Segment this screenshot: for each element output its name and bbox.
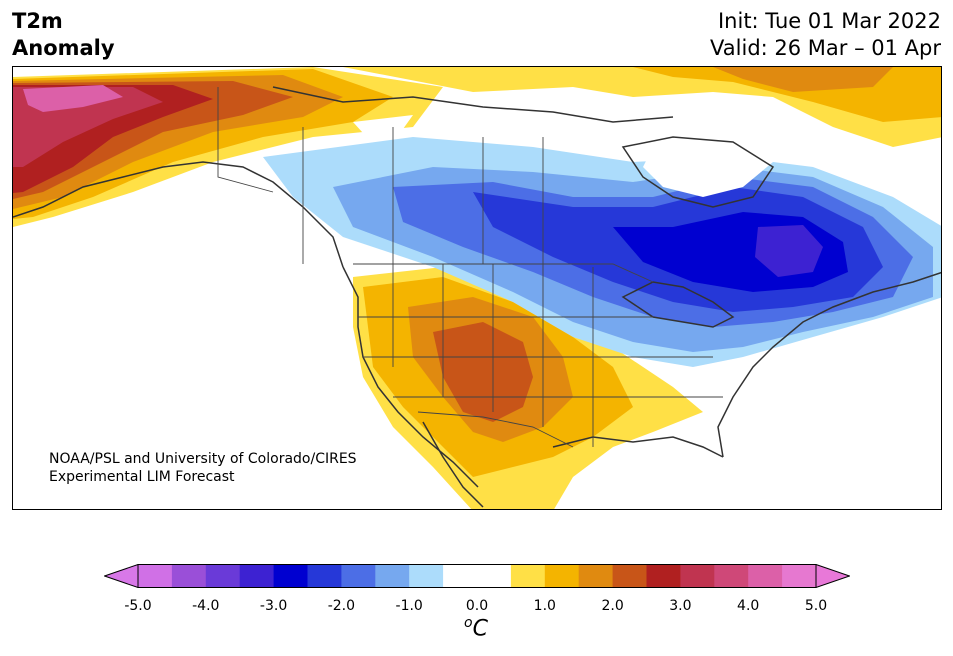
colorbar-segment: [510, 564, 546, 588]
colorbar-segment: [341, 564, 376, 588]
colorbar-tick-label: 3.0: [669, 598, 692, 614]
colorbar-under-extension: [104, 564, 139, 588]
us-canada-border: [353, 263, 654, 283]
colorbar-tick-label: -1.0: [395, 598, 423, 614]
political-borders: [217, 87, 723, 448]
colorbar-tick-label: -5.0: [124, 598, 152, 614]
colorbar-segment: [171, 564, 207, 588]
chart-title-right: Init: Tue 01 Mar 2022 Valid: 26 Mar – 01…: [710, 8, 941, 62]
colorbar-segment: [612, 564, 647, 588]
anomaly-map: [12, 66, 942, 510]
colorbar-frame: [137, 564, 817, 588]
quantity-label: Anomaly: [12, 36, 115, 60]
us-mexico-border: [417, 411, 574, 448]
province-lines: [302, 127, 544, 264]
state-lines-west: [392, 264, 594, 447]
credit-text: NOAA/PSL and University of Colorado/CIRE…: [49, 450, 357, 486]
colorbar-segment: [443, 564, 512, 588]
atlantic-coast: [717, 271, 941, 458]
alaska-canada-border: [217, 87, 274, 193]
colorbar-tick-label: -3.0: [259, 598, 288, 614]
arctic-coast: [272, 86, 674, 123]
pacific-coast: [342, 266, 479, 488]
colorbar-segment: [239, 564, 274, 588]
colorbar-segment: [680, 564, 715, 588]
great-lakes: [621, 281, 735, 328]
colorbar-tick-label: 5.0: [804, 598, 828, 614]
hudson-bay: [621, 136, 775, 208]
colorbar: [104, 564, 850, 588]
alaska-coast: [13, 161, 344, 268]
coastlines: [13, 86, 941, 508]
colorbar-segment: [205, 564, 241, 588]
colorbar-over-extension: [815, 564, 850, 588]
colorbar-segment: [578, 564, 613, 588]
warm-anomaly-fields: [13, 67, 941, 509]
colorbar-segment: [748, 564, 783, 588]
colorbar-segment: [714, 564, 749, 588]
colorbar-tick-label: -2.0: [327, 598, 356, 614]
unit-base: C: [472, 616, 488, 642]
credit-line-1: NOAA/PSL and University of Colorado/CIRE…: [49, 451, 357, 467]
colorbar-segment: [646, 564, 681, 588]
init-date-label: Init: Tue 01 Mar 2022: [717, 9, 941, 33]
colorbar-tick-label: 0.0: [465, 598, 489, 614]
chart-title-left: T2m Anomaly: [12, 8, 115, 62]
state-lines-horizontal: [358, 316, 723, 398]
hudson-gap: [643, 137, 773, 197]
colorbar-segment: [375, 564, 410, 588]
colorbar-segment: [273, 564, 308, 588]
credit-line-2: Experimental LIM Forecast: [49, 469, 235, 485]
colorbar-tick-label: 2.0: [601, 598, 624, 614]
colorbar-tick-label: 1.0: [533, 598, 556, 614]
arctic-warm-darkorange: [713, 67, 893, 92]
colorbar-segment: [544, 564, 580, 588]
unit-prefix: o: [464, 615, 473, 631]
gulf-coast: [552, 436, 724, 458]
valid-date-label: Valid: 26 Mar – 01 Apr: [710, 36, 941, 60]
colorbar-segment: [782, 564, 817, 588]
colorbar-segment: [138, 564, 173, 588]
alaska-warm-pink: [23, 85, 123, 112]
colorbar-segment: [307, 564, 342, 588]
variable-label: T2m: [12, 9, 63, 33]
colorbar-tick-label: 4.0: [737, 598, 760, 614]
colorbar-segment: [409, 564, 444, 588]
map-canvas: [13, 67, 941, 509]
unit-label: oC: [464, 615, 488, 641]
canada-cold-core: [755, 225, 823, 277]
baja: [422, 421, 484, 508]
slave-lake-gap: [353, 115, 413, 133]
colorbar-tick-label: -4.0: [192, 598, 220, 614]
